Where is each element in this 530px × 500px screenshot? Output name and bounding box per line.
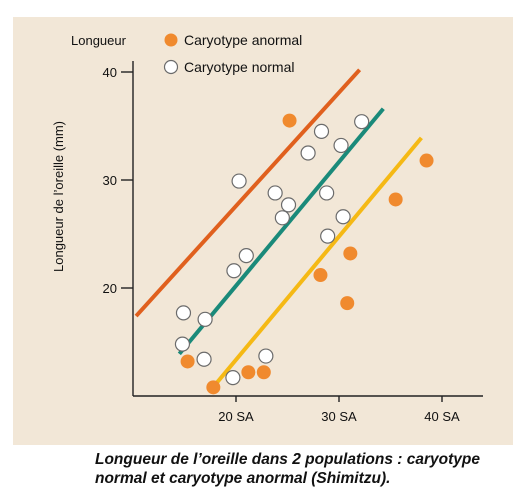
data-point-normal — [197, 311, 213, 327]
data-point-normal — [274, 210, 290, 226]
y-axis-title: Longueur de l’oreille (mm) — [51, 121, 66, 272]
data-point-anormal — [180, 354, 195, 369]
data-point-anormal — [282, 113, 297, 128]
data-point-normal — [231, 173, 247, 189]
data-point-normal — [335, 209, 351, 225]
trend-lines — [134, 68, 423, 392]
legend-label-anormal: Caryotype anormal — [184, 32, 302, 48]
data-point-normal — [267, 185, 283, 201]
data-point-normal — [196, 351, 212, 367]
legend-item-normal: Caryotype normal — [163, 59, 295, 75]
data-point-normal — [174, 336, 191, 352]
legend-marker-anormal — [164, 33, 178, 47]
data-point-normal — [226, 263, 242, 279]
data-point-anormal — [313, 268, 328, 283]
y-ticks: 20 30 40 — [103, 65, 133, 296]
axes: 20 SA 30 SA 40 SA 20 30 40 — [103, 61, 483, 424]
chart-panel: 20 SA 30 SA 40 SA 20 30 40 Longueur Longueur… — [13, 17, 513, 445]
data-point-anormal — [419, 153, 434, 168]
data-point-anormal — [256, 365, 271, 380]
data-point-anormal — [241, 365, 256, 380]
data-point-normal — [333, 137, 349, 154]
data-point-normal — [354, 114, 370, 130]
trend-line — [177, 107, 385, 356]
data-points — [174, 113, 434, 395]
legend: Caryotype anormal Caryotype normal — [163, 32, 302, 75]
data-point-normal — [238, 248, 254, 264]
scatter-chart: 20 SA 30 SA 40 SA 20 30 40 Longueur Longueur… — [51, 32, 483, 424]
y-tick-label: 40 — [103, 65, 117, 80]
y-tick-label: 20 — [103, 281, 117, 296]
data-point-normal — [300, 145, 316, 161]
data-point-normal — [280, 197, 297, 213]
trend-line — [208, 136, 423, 392]
legend-label-normal: Caryotype normal — [184, 59, 295, 75]
data-point-normal — [313, 123, 330, 140]
legend-item-anormal: Caryotype anormal — [164, 32, 302, 48]
y-axis-top-label: Longueur — [71, 33, 127, 48]
figure-caption: Longueur de l’oreille dans 2 populations… — [95, 451, 480, 487]
data-point-anormal — [206, 380, 221, 395]
x-tick-label: 30 SA — [321, 409, 357, 424]
data-point-normal — [320, 228, 336, 244]
data-point-anormal — [388, 192, 403, 207]
data-point-normal — [258, 348, 274, 364]
data-point-normal — [175, 305, 192, 321]
data-point-anormal — [343, 246, 358, 261]
x-ticks: 20 SA 30 SA 40 SA — [218, 396, 460, 424]
x-tick-label: 40 SA — [424, 409, 460, 424]
data-point-anormal — [340, 296, 355, 311]
data-point-normal — [319, 185, 335, 201]
x-tick-label: 20 SA — [218, 409, 254, 424]
trend-line — [134, 68, 362, 318]
y-tick-label: 30 — [103, 173, 117, 188]
legend-marker-normal — [163, 59, 179, 75]
data-point-normal — [225, 370, 241, 386]
